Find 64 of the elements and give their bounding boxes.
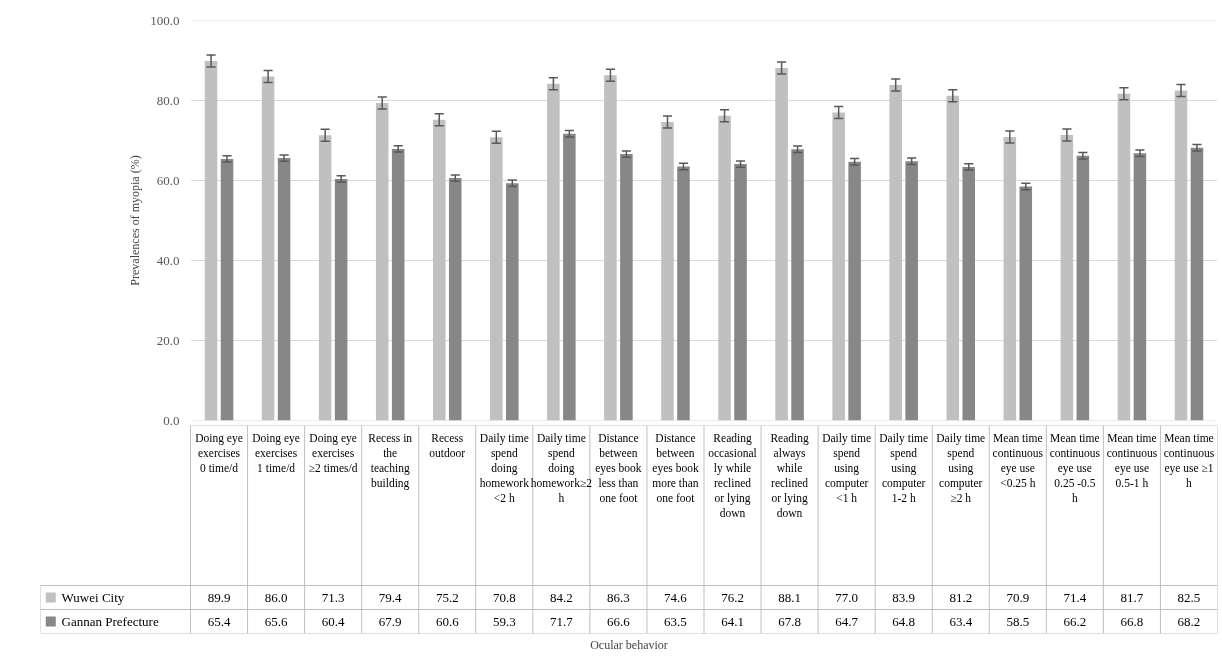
data-label: 86.0 [264,589,288,605]
data-label: 71.4 [1063,589,1087,605]
data-label: 68.2 [1177,613,1201,629]
x-tick-label: Daily time spend using computer ≥2 h [936,431,986,504]
data-label: 64.1 [721,613,744,629]
data-label: 88.1 [778,589,801,605]
data-label: 67.8 [778,613,801,629]
data-label: 79.4 [378,589,403,605]
data-label: 70.9 [1006,589,1030,605]
y-tick-label: 0.0 [163,412,180,428]
x-tick-label: Recess in the teaching building [368,431,413,490]
data-label: 84.2 [549,589,573,605]
data-label: 64.7 [835,613,859,629]
data-label: 70.8 [492,589,516,605]
data-label: 89.9 [207,589,231,605]
x-tick-label: Distance between eyes book more than one foot [652,431,699,504]
y-axis-title: Prevalences of myopia (%) [128,155,143,286]
y-tick-label: 80.0 [156,92,180,108]
x-tick-label: Reading occasionally while reclined or lying down [708,431,757,519]
data-label: 71.7 [549,613,574,629]
data-label: 66.2 [1063,613,1087,629]
data-label: 60.6 [435,613,460,629]
text: Ocular behavior [590,637,668,652]
data-label: 81.7 [1120,589,1144,605]
x-tick-label: Mean time continuous eye use 0.25 -0.5 h [1049,431,1101,504]
x-tick-label: Doing eye exercises 0 time/d [195,431,243,474]
legend-label: Gannan Prefecture [61,614,159,629]
data-label: 66.8 [1120,613,1144,629]
data-label: 74.6 [664,589,688,605]
x-tick-label: Daily time spend using computer <1 h [822,431,872,504]
data-label: 71.3 [321,589,345,605]
x-tick-label: Daily time spend doing homework <2 h [479,431,530,504]
data-label: 63.4 [949,613,973,629]
data-label: 64.8 [892,613,916,629]
data-label: 65.6 [264,613,288,629]
y-tick-label: 60.0 [156,172,180,188]
x-tick-label: Mean time continuous eye use ≥1 h [1163,431,1215,489]
x-tick-label: Daily time spend using computer 1-2 h [879,431,929,504]
y-tick-label: 40.0 [156,252,180,268]
data-label: 75.2 [435,589,459,605]
x-tick-label: Doing eye exercises 1 time/d [252,431,300,474]
legend-label: Wuwei City [61,590,125,605]
data-label: 83.9 [892,589,916,605]
data-label: 58.5 [1006,613,1030,629]
x-tick-label: Daily time spend doing homework≥2 h [530,431,593,504]
y-tick-label: 20.0 [156,332,180,348]
data-label: 82.5 [1177,589,1201,605]
data-label: 65.4 [207,613,231,629]
x-tick-label: Doing eye exercises ≥2 times/d [308,431,358,474]
data-label: 59.3 [492,613,516,629]
data-label: 86.3 [607,589,630,605]
data-label: 77.0 [835,589,859,605]
x-tick-label: Reading always while reclined or lying down [770,431,809,519]
x-tick-label: Distance between eyes book less than one foot [595,431,642,504]
data-label: 63.5 [664,613,687,629]
data-label: 76.2 [721,589,744,605]
data-label: 66.6 [607,613,631,629]
x-tick-label: Mean time continuous eye use <0.25 h [992,431,1044,489]
x-tick-label: Recess outdoor [429,431,466,459]
x-tick-label: Mean time continuous eye use 0.5-1 h [1106,431,1158,489]
data-label: 60.4 [321,613,346,629]
y-tick-label: 100.0 [150,12,180,28]
data-label: 67.9 [378,613,402,629]
data-label: 81.2 [949,589,973,605]
